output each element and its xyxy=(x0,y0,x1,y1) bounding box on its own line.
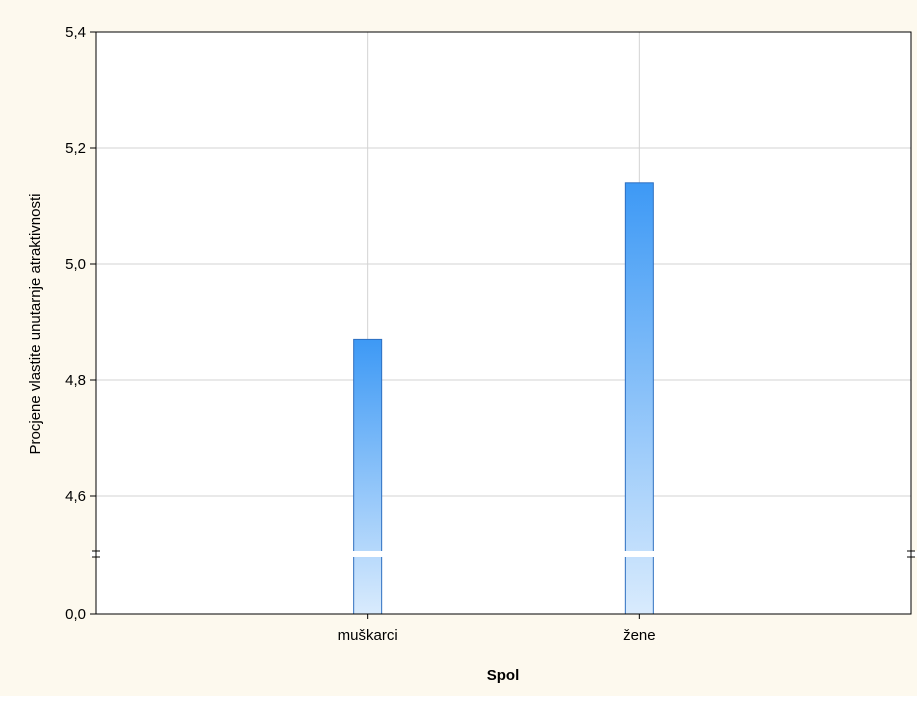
plot-area xyxy=(96,32,911,614)
y-tick-label: 0,0 xyxy=(65,606,86,623)
bars xyxy=(353,182,654,615)
y-tick-label: 5,0 xyxy=(65,256,86,273)
bar-2 xyxy=(624,182,654,615)
y-tick-label: 4,8 xyxy=(65,372,86,389)
break-band xyxy=(90,551,917,557)
axis-break xyxy=(90,550,917,558)
plot-border xyxy=(95,31,912,615)
y-tick-label: 4,6 xyxy=(65,488,86,505)
y-tick-label: 5,2 xyxy=(65,140,86,157)
x-tick-label: žene xyxy=(623,627,656,644)
x-tick-label: muškarci xyxy=(338,627,398,644)
bar-1 xyxy=(353,338,383,615)
y-axis-label: Procjene vlastite unutarnje atraktivnost… xyxy=(27,194,44,455)
x-axis-label: Spol xyxy=(487,667,520,684)
x-axis-ticks: muškarci žene xyxy=(338,614,656,644)
y-axis-ticks: 4,6 4,8 5,0 5,2 5,4 0,0 xyxy=(65,24,96,623)
y-tick-label: 5,4 xyxy=(65,24,86,41)
